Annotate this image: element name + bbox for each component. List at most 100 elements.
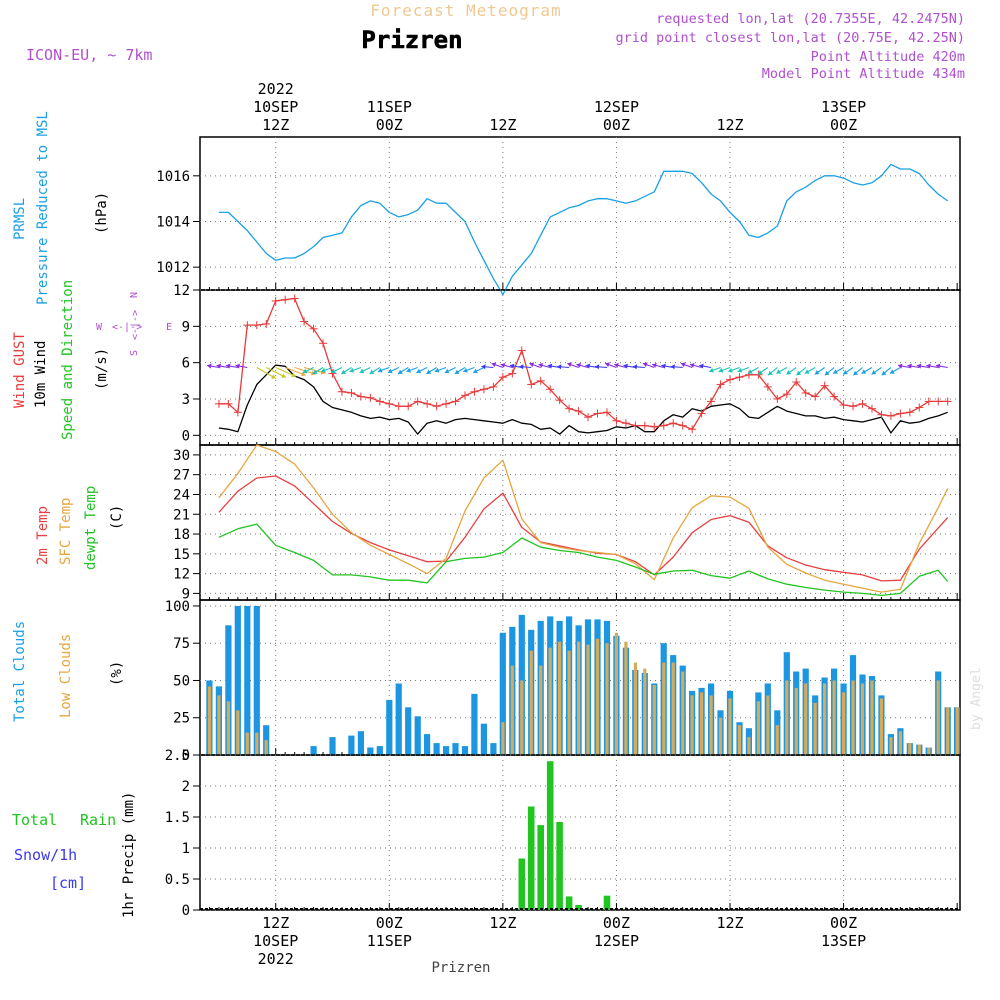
gust-point (451, 397, 460, 406)
pressure-panel-labels: PRMSL Pressure Reduced to MSL (hPa) (12, 111, 110, 305)
gust-point (593, 409, 602, 418)
rain-bar (603, 895, 611, 910)
wind-direction-arrow (567, 362, 579, 369)
total-cloud-bar (244, 606, 251, 755)
wind-direction-arrow (538, 363, 551, 369)
y-tick-label: 24 (173, 487, 190, 503)
gust-point (262, 319, 271, 328)
footer-city: Prizren (431, 960, 490, 976)
y-tick-label: 1 (182, 841, 190, 857)
wind-direction-arrow (652, 363, 664, 369)
low-cloud-bar (804, 683, 808, 755)
wind-direction-arrow (557, 364, 570, 370)
low-cloud-bar (728, 698, 732, 755)
top-time-label: 10SEP (253, 98, 298, 116)
low-cloud-bar (927, 747, 931, 755)
arrow-head (718, 367, 724, 373)
gust-point (659, 421, 668, 430)
low-cloud-bar (889, 737, 893, 755)
gust-point (375, 397, 384, 406)
wind-direction-arrow (709, 366, 721, 373)
panels: 1012101410160369129121518212427300255075… (156, 136, 961, 919)
wind-direction-arrow (491, 362, 504, 369)
low-cloud-bar (681, 671, 685, 755)
y-tick-label: 1.5 (165, 810, 190, 826)
gust-point (404, 402, 413, 411)
arrow-head (510, 363, 515, 369)
low-cloud-bar (756, 701, 760, 755)
gust-point (252, 321, 261, 330)
total-cloud-bar (253, 606, 260, 755)
gust-point (432, 402, 441, 411)
snow-label: Snow/1h (14, 846, 77, 864)
y-tick-label: 9 (182, 586, 190, 602)
arrow-head (500, 363, 506, 368)
sfc-temp-label: SFC Temp (58, 498, 74, 565)
top-time-label: 00Z (603, 116, 630, 134)
arrow-head (768, 370, 773, 376)
gust-point (924, 397, 933, 406)
arrow-head (623, 363, 628, 369)
low-cloud-bar (207, 686, 212, 755)
gust-point (555, 396, 564, 405)
wind-direction-arrow (926, 363, 939, 369)
total-cloud-bar (405, 707, 412, 755)
gust-point (773, 394, 782, 403)
wind-speed-line (218, 364, 948, 435)
grid-point-coords: grid point closest lon,lat (20.75E, 42.2… (616, 30, 966, 46)
arrow-head (926, 363, 931, 369)
bottom-time-label: 12Z (262, 914, 289, 932)
low-cloud-bar (813, 702, 817, 755)
wind-direction-arrow (434, 366, 447, 373)
y-tick-label: 12 (173, 567, 190, 583)
wind-direction-arrow (737, 366, 750, 373)
y-tick-label: 0 (182, 748, 190, 764)
y-tick-label: 27 (173, 468, 190, 484)
total-cloud-bar (461, 746, 469, 755)
gust-point (678, 421, 687, 430)
y-tick-label: 15 (173, 547, 190, 563)
arrow-head (814, 370, 820, 375)
y-tick-label: 18 (173, 527, 190, 543)
total-cloud-bar (234, 606, 241, 755)
wind-direction-arrow (500, 363, 513, 369)
low-cloud-bar (718, 717, 723, 755)
arrow-head (670, 364, 675, 370)
total-cloud-bar (386, 699, 393, 755)
bottom-time-label: 12SEP (594, 932, 639, 950)
gust-point (782, 390, 791, 399)
y-tick-label: 100 (165, 599, 190, 615)
arrow-head (786, 370, 792, 375)
arrow-head (349, 367, 355, 373)
pressure-unit: (hPa) (94, 192, 110, 234)
top-time-label: 12Z (489, 116, 516, 134)
wind-direction-arrow (454, 367, 466, 375)
total-cloud-bar (443, 746, 450, 755)
arrow-head (444, 368, 450, 374)
wind-direction-arrow (397, 367, 409, 375)
gust-point (413, 397, 422, 406)
gust-point (697, 409, 706, 418)
compass-north: N (129, 292, 140, 298)
total-cloud-bar (480, 723, 487, 755)
low-cloud-bar (747, 737, 751, 755)
gust-point (820, 381, 829, 390)
low-cloud-bar (595, 638, 600, 756)
wind-direction-arrow (757, 367, 769, 375)
arrow-head (426, 369, 432, 374)
arrow-head (605, 362, 610, 368)
total-cloud-bar (348, 735, 355, 755)
gust-point (867, 404, 876, 413)
wind-direction-arrow (776, 367, 788, 374)
arrow-head (434, 367, 440, 373)
wind-direction-arrow (832, 367, 844, 374)
y-tick-label: 2 (182, 779, 190, 795)
low-cloud-bar (643, 668, 647, 755)
gust-point (934, 397, 943, 406)
arrow-head (538, 363, 544, 368)
bottom-time-label: 00Z (830, 914, 857, 932)
arrow-head (728, 367, 733, 373)
temp-panel-labels: 2m Temp SFC Temp dewpt Temp (C) (35, 486, 125, 570)
y-tick-label: 21 (173, 507, 190, 523)
wind-direction-arrow (481, 364, 494, 370)
